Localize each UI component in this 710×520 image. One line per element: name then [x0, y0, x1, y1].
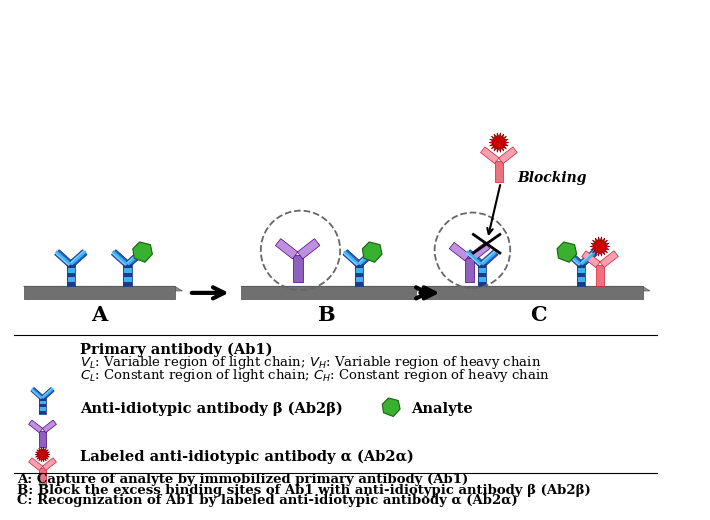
Polygon shape — [275, 239, 298, 259]
Text: A: Capture of analyte by immobilized primary antibody (Ab1): A: Capture of analyte by immobilized pri… — [17, 473, 469, 486]
Text: $V_L$: Variable region of light chain; $V_H$: Variable region of heavy chain: $V_L$: Variable region of light chain; $… — [80, 354, 542, 371]
Polygon shape — [241, 286, 416, 300]
Polygon shape — [425, 286, 650, 291]
Polygon shape — [596, 265, 604, 286]
Text: C: Recognization of Ab1 by labeled anti-idiotypic antibody α (Ab2α): C: Recognization of Ab1 by labeled anti-… — [17, 494, 518, 507]
Polygon shape — [40, 407, 45, 411]
Polygon shape — [478, 282, 486, 286]
Polygon shape — [43, 458, 57, 471]
Polygon shape — [40, 404, 45, 407]
Polygon shape — [23, 286, 182, 291]
Polygon shape — [124, 282, 132, 286]
Polygon shape — [358, 250, 375, 266]
Polygon shape — [126, 250, 143, 266]
Text: Anti-idiotypic antibody β (Ab2β): Anti-idiotypic antibody β (Ab2β) — [80, 402, 343, 417]
Text: Primary antibody (Ab1): Primary antibody (Ab1) — [80, 342, 273, 357]
Polygon shape — [469, 242, 490, 261]
Polygon shape — [577, 268, 585, 272]
Polygon shape — [489, 133, 509, 152]
Polygon shape — [40, 469, 45, 485]
Polygon shape — [425, 286, 643, 300]
Polygon shape — [495, 161, 503, 183]
Polygon shape — [478, 272, 486, 277]
Polygon shape — [557, 242, 577, 262]
Polygon shape — [133, 242, 153, 262]
Polygon shape — [28, 458, 43, 471]
Text: Labeled anti-idiotypic antibody α (Ab2α): Labeled anti-idiotypic antibody α (Ab2α) — [80, 449, 414, 463]
Polygon shape — [124, 268, 132, 272]
Polygon shape — [449, 242, 470, 261]
Text: A: A — [91, 305, 107, 324]
Text: $C_L$: Constant region of light chain; $C_H$: Constant region of heavy chain: $C_L$: Constant region of light chain; $… — [80, 367, 550, 384]
Polygon shape — [42, 387, 54, 399]
Polygon shape — [343, 250, 360, 266]
Text: B: B — [317, 305, 335, 324]
Polygon shape — [67, 282, 75, 286]
Polygon shape — [35, 447, 50, 462]
Polygon shape — [581, 251, 600, 267]
Polygon shape — [293, 255, 302, 281]
Polygon shape — [481, 250, 498, 266]
Polygon shape — [478, 268, 486, 272]
Polygon shape — [577, 277, 585, 282]
Polygon shape — [67, 277, 75, 282]
Polygon shape — [40, 431, 45, 447]
Polygon shape — [67, 264, 75, 268]
Polygon shape — [355, 268, 364, 272]
Polygon shape — [498, 147, 518, 164]
Polygon shape — [124, 277, 132, 282]
Polygon shape — [577, 282, 585, 286]
Polygon shape — [465, 258, 474, 281]
Polygon shape — [124, 264, 132, 268]
Polygon shape — [23, 286, 175, 300]
Polygon shape — [600, 251, 618, 267]
Text: Blocking: Blocking — [518, 171, 587, 185]
Text: B: Block the excess binding sites of Ab1 with anti-idiotypic antibody β (Ab2β): B: Block the excess binding sites of Ab1… — [17, 484, 591, 497]
Polygon shape — [355, 272, 364, 277]
Polygon shape — [111, 250, 129, 266]
Polygon shape — [297, 239, 320, 259]
Text: C: C — [530, 305, 547, 324]
Polygon shape — [70, 250, 87, 266]
Polygon shape — [362, 242, 382, 262]
Polygon shape — [67, 268, 75, 272]
Polygon shape — [565, 250, 582, 266]
Polygon shape — [67, 272, 75, 277]
Polygon shape — [40, 397, 45, 401]
Polygon shape — [466, 250, 483, 266]
Polygon shape — [382, 398, 400, 417]
Polygon shape — [40, 411, 45, 414]
Polygon shape — [28, 420, 43, 433]
Polygon shape — [124, 272, 132, 277]
Text: Analyte: Analyte — [411, 402, 473, 416]
Polygon shape — [241, 286, 423, 291]
Polygon shape — [590, 237, 610, 256]
Polygon shape — [580, 250, 597, 266]
Polygon shape — [355, 282, 364, 286]
Polygon shape — [43, 420, 57, 433]
Polygon shape — [355, 264, 364, 268]
Polygon shape — [481, 147, 499, 164]
Polygon shape — [31, 387, 43, 399]
Polygon shape — [577, 272, 585, 277]
Polygon shape — [478, 277, 486, 282]
Polygon shape — [478, 264, 486, 268]
Polygon shape — [577, 264, 585, 268]
Polygon shape — [355, 277, 364, 282]
Polygon shape — [55, 250, 72, 266]
Polygon shape — [40, 401, 45, 404]
